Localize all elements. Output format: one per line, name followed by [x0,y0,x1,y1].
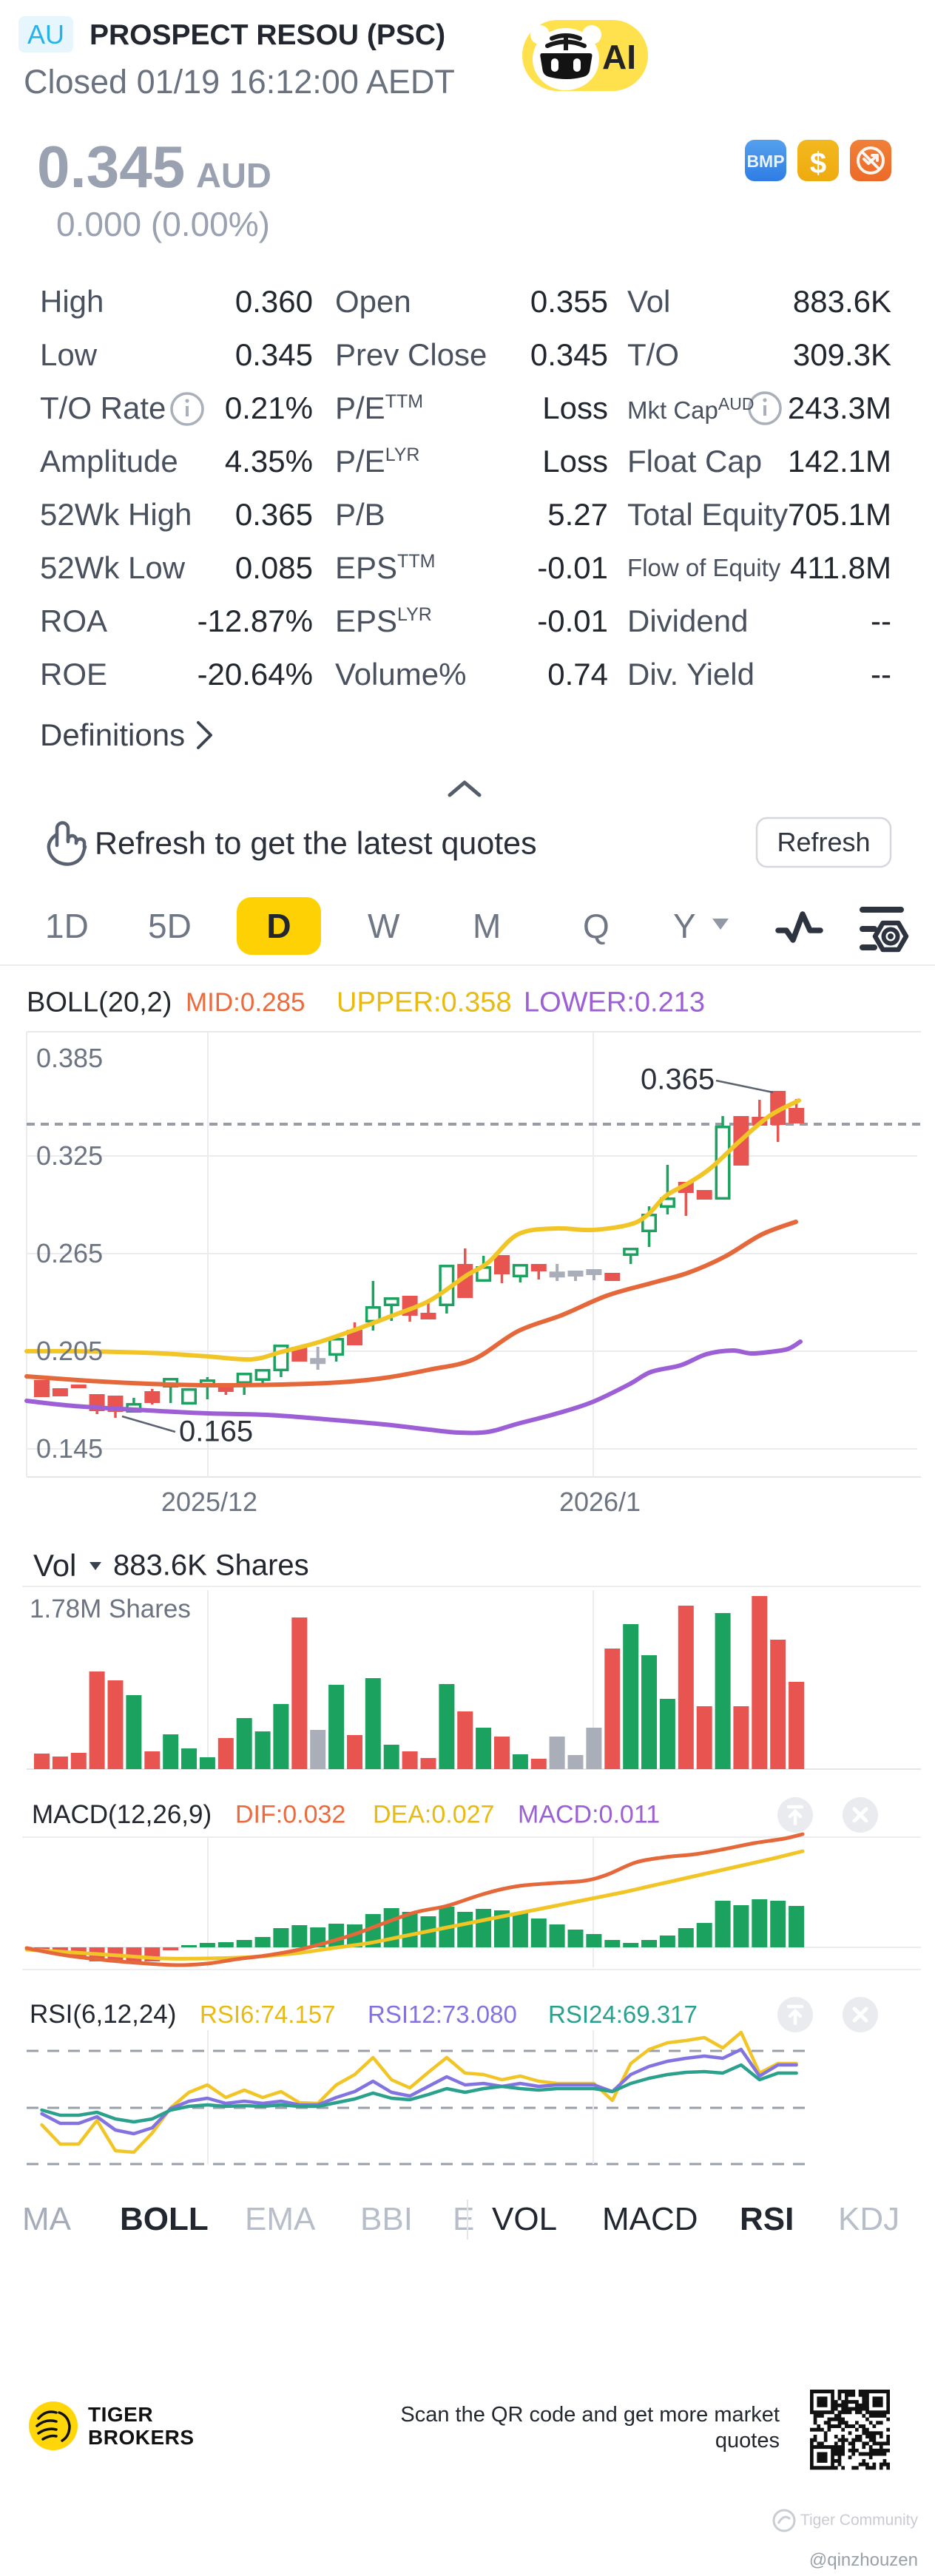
svg-text:AI: AI [602,38,636,76]
svg-text:BMP: BMP [746,152,784,171]
svg-text:$: $ [810,147,826,180]
